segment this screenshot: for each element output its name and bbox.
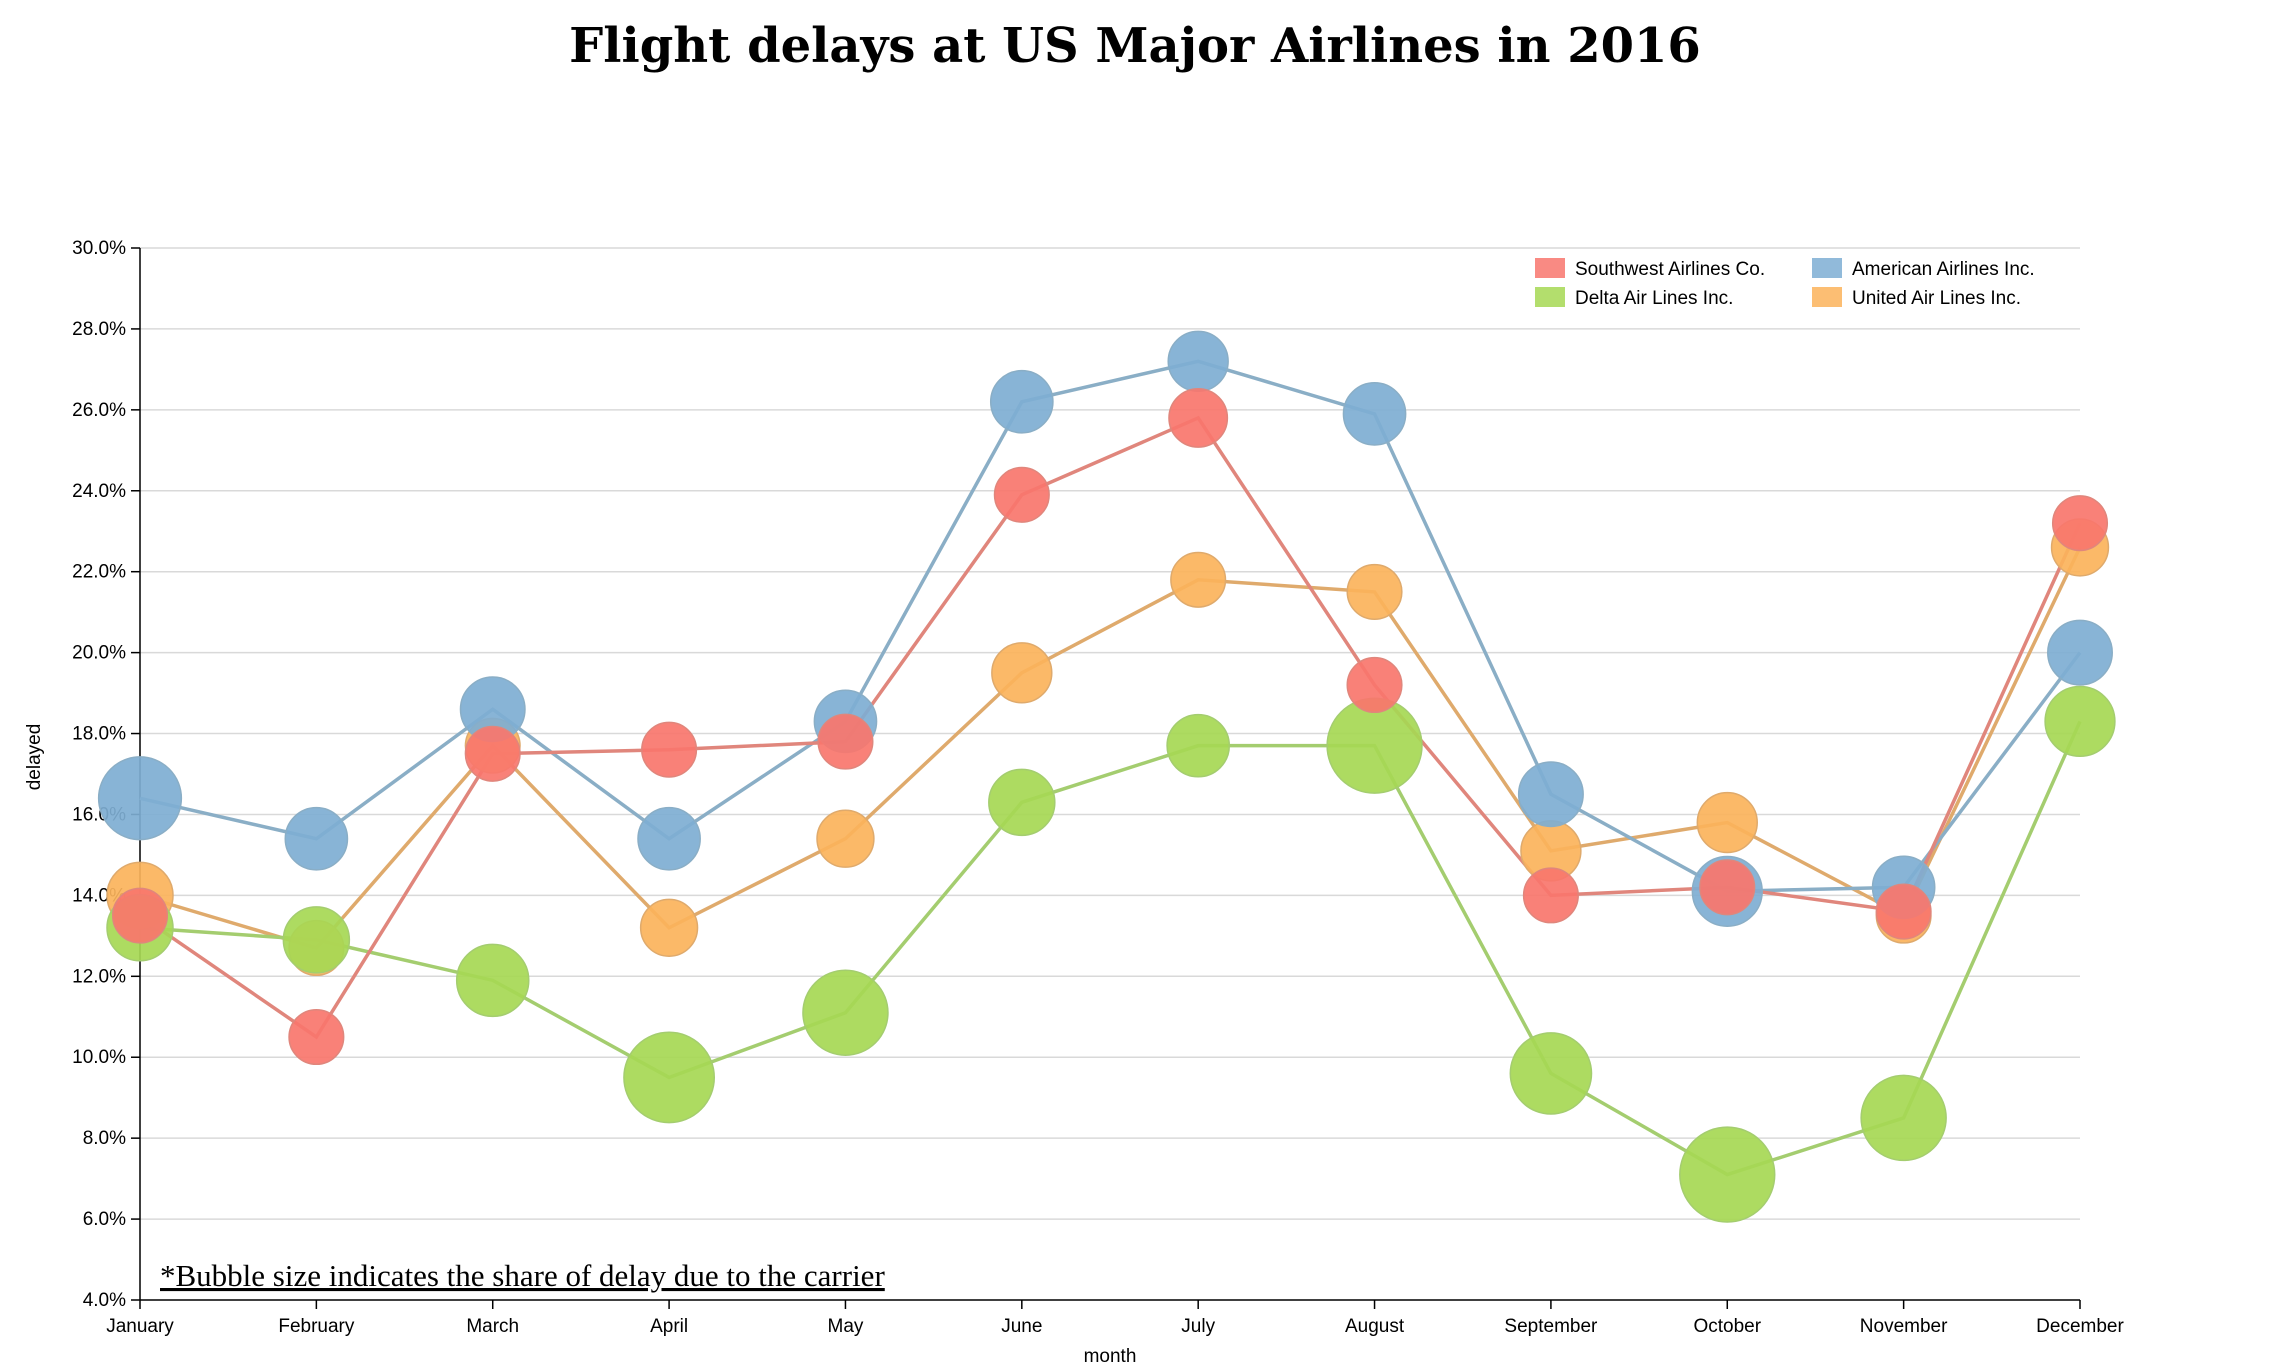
legend-swatch-southwest-airlines-co <box>1535 258 1565 278</box>
bubble-american-airlines-inc[interactable] <box>1517 761 1584 828</box>
x-tick-label: January <box>106 1316 174 1337</box>
y-tick-label: 28.0% <box>72 319 126 340</box>
bubble-southwest-airlines-co[interactable] <box>993 466 1050 523</box>
bubble-american-airlines-inc[interactable] <box>97 756 183 841</box>
x-tick-label: February <box>278 1316 355 1337</box>
x-tick-label: October <box>1693 1316 1761 1337</box>
x-tick-label: June <box>1001 1316 1042 1337</box>
chart-title: Flight delays at US Major Airlines in 20… <box>569 18 1701 74</box>
y-tick-label: 10.0% <box>72 1047 126 1068</box>
bubble-southwest-airlines-co[interactable] <box>464 725 521 782</box>
x-tick-label: August <box>1345 1316 1405 1337</box>
bubble-southwest-airlines-co[interactable] <box>817 713 874 770</box>
y-tick-label: 8.0% <box>83 1128 126 1149</box>
y-tick-label: 22.0% <box>72 562 126 583</box>
bubble-southwest-airlines-co[interactable] <box>1522 867 1579 924</box>
bubble-delta-air-lines-inc[interactable] <box>1860 1074 1947 1162</box>
bubble-united-air-lines-inc[interactable] <box>816 809 875 868</box>
bubble-united-air-lines-inc[interactable] <box>1170 551 1227 608</box>
bubble-united-air-lines-inc[interactable] <box>991 642 1053 704</box>
bubble-delta-air-lines-inc[interactable] <box>282 906 351 974</box>
x-tick-label: December <box>2036 1316 2124 1337</box>
legend-label-delta-air-lines-inc: Delta Air Lines Inc. <box>1575 288 1733 309</box>
y-tick-label: 30.0% <box>72 238 126 259</box>
y-tick-label: 6.0% <box>83 1209 126 1230</box>
x-tick-label: September <box>1504 1316 1598 1337</box>
legend-swatch-american-airlines-inc <box>1812 258 1842 278</box>
x-tick-label: November <box>1860 1316 1948 1337</box>
bubble-american-airlines-inc[interactable] <box>2047 619 2113 686</box>
bubble-american-airlines-inc[interactable] <box>1167 330 1229 393</box>
bubble-southwest-airlines-co[interactable] <box>1168 387 1229 448</box>
bubble-delta-air-lines-inc[interactable] <box>623 1031 716 1124</box>
bubble-delta-air-lines-inc[interactable] <box>455 943 530 1018</box>
bubble-delta-air-lines-inc[interactable] <box>802 969 889 1056</box>
series-line-southwest-airlines-co <box>139 415 2082 1040</box>
legend-label-united-air-lines-inc: United Air Lines Inc. <box>1852 288 2021 309</box>
series-lines <box>139 359 2082 1177</box>
bubble-delta-air-lines-inc[interactable] <box>1166 713 1231 778</box>
bubble-american-airlines-inc[interactable] <box>284 806 349 871</box>
bubble-southwest-airlines-co[interactable] <box>1699 859 1756 916</box>
x-tick-label: July <box>1181 1316 1215 1337</box>
legend-swatch-delta-air-lines-inc <box>1535 287 1565 307</box>
legend-label-southwest-airlines-co: Southwest Airlines Co. <box>1575 259 1765 280</box>
bubble-american-airlines-inc[interactable] <box>1342 382 1407 446</box>
bubble-southwest-airlines-co[interactable] <box>288 1008 345 1066</box>
legend-swatch-united-air-lines-inc <box>1812 287 1842 307</box>
bubble-delta-air-lines-inc[interactable] <box>988 768 1056 837</box>
x-axis-label: month <box>1084 1346 1137 1367</box>
bubble-united-air-lines-inc[interactable] <box>639 898 699 957</box>
y-tick-label: 20.0% <box>72 643 126 664</box>
bubble-southwest-airlines-co[interactable] <box>1346 656 1403 714</box>
legend-label-american-airlines-inc: American Airlines Inc. <box>1852 259 2035 280</box>
bubble-delta-air-lines-inc[interactable] <box>1679 1126 1776 1223</box>
y-tick-label: 24.0% <box>72 481 126 502</box>
y-tick-label: 12.0% <box>72 966 126 987</box>
bubble-southwest-airlines-co[interactable] <box>641 721 698 778</box>
bubble-southwest-airlines-co[interactable] <box>111 887 169 944</box>
bubble-southwest-airlines-co[interactable] <box>2051 495 2109 552</box>
gridlines <box>140 247 2080 1220</box>
x-tick-label: April <box>650 1316 688 1337</box>
series-bubbles <box>97 330 2116 1223</box>
bubble-size-note: *Bubble size indicates the share of dela… <box>160 1258 885 1293</box>
bubble-united-air-lines-inc[interactable] <box>1346 563 1403 620</box>
bubble-delta-air-lines-inc[interactable] <box>1509 1032 1593 1115</box>
y-axis-label: delayed <box>24 724 45 791</box>
legend: Southwest Airlines Co. American Airlines … <box>1535 258 2035 309</box>
y-tick-label: 18.0% <box>72 724 126 745</box>
y-tick-label: 4.0% <box>83 1290 126 1311</box>
x-tick-label: March <box>466 1316 519 1337</box>
bubble-delta-air-lines-inc[interactable] <box>2044 685 2116 758</box>
x-axis: January February March April May June July Augu… <box>106 1299 2124 1337</box>
bubble-southwest-airlines-co[interactable] <box>1875 883 1932 940</box>
bubble-american-airlines-inc[interactable] <box>637 806 701 871</box>
bubble-american-airlines-inc[interactable] <box>989 369 1054 434</box>
bubble-united-air-lines-inc[interactable] <box>1696 791 1758 854</box>
series-line-delta-air-lines-inc <box>139 720 2082 1177</box>
y-tick-label: 26.0% <box>72 400 126 421</box>
series-line-united-air-lines-inc <box>139 546 2082 950</box>
x-tick-label: May <box>828 1316 864 1337</box>
